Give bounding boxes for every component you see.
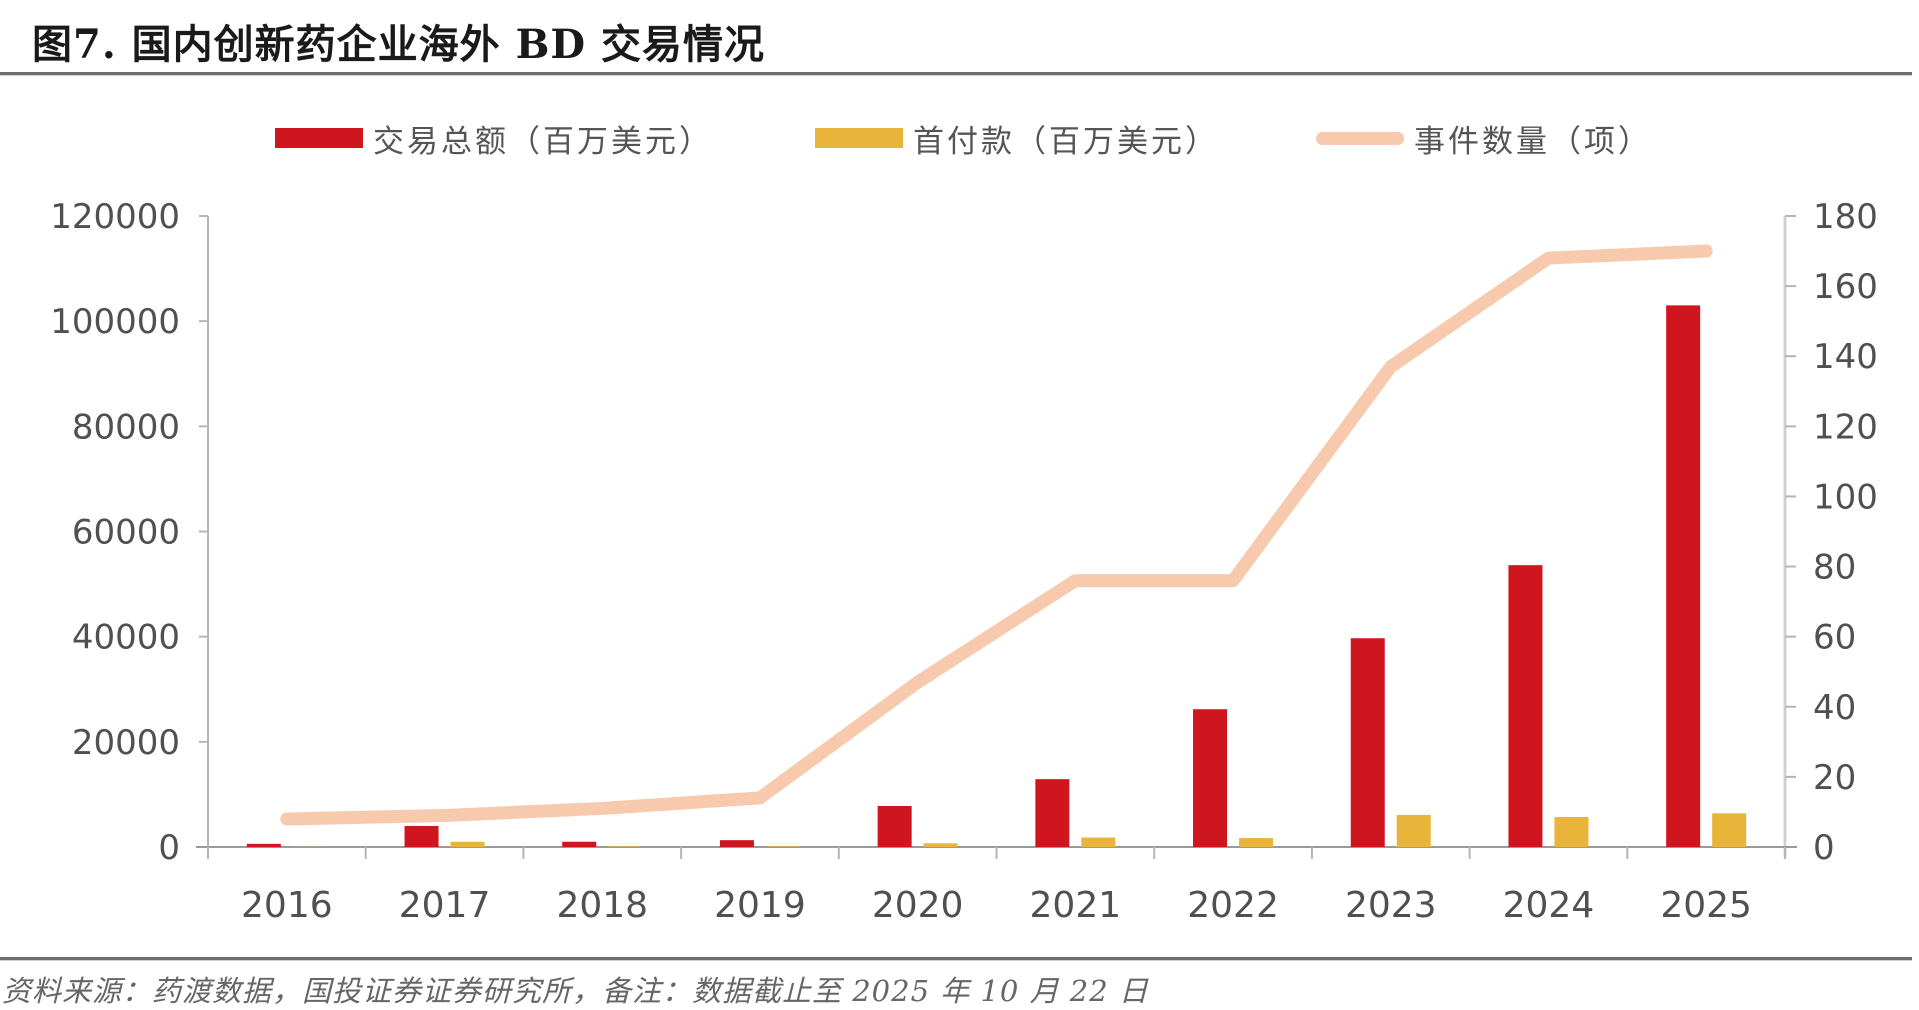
bar-total-amount	[1508, 565, 1542, 847]
x-tick-label: 2020	[872, 885, 964, 926]
y-left-tick-label: 40000	[72, 618, 180, 658]
y-left-tick-label: 120000	[50, 197, 180, 237]
bar-total-amount	[1666, 305, 1700, 847]
bar-upfront-payment	[766, 846, 800, 847]
y-left-tick-label: 80000	[72, 407, 180, 447]
bar-upfront-payment	[608, 846, 642, 847]
bar-total-amount	[1351, 638, 1385, 847]
y-left-tick-label: 100000	[50, 302, 180, 342]
bar-total-amount	[405, 826, 439, 847]
y-right-tick-label: 80	[1813, 548, 1856, 588]
x-tick-label: 2018	[556, 885, 648, 926]
y-left-tick-label: 60000	[72, 513, 180, 553]
bar-upfront-payment	[1397, 815, 1431, 847]
y-right-tick-label: 160	[1813, 267, 1878, 307]
x-tick-label: 2019	[714, 885, 806, 926]
bars-group	[247, 305, 1746, 847]
x-tick-label: 2017	[399, 885, 491, 926]
y-right-tick-label: 0	[1813, 828, 1835, 868]
bar-upfront-payment	[451, 842, 485, 847]
y-left-tick-label: 0	[158, 828, 180, 868]
bar-upfront-payment	[1239, 838, 1273, 847]
y-right-tick-label: 40	[1813, 688, 1856, 728]
bar-total-amount	[878, 806, 912, 847]
y-right-tick-label: 140	[1813, 337, 1878, 377]
bar-upfront-payment	[1554, 817, 1588, 847]
bar-total-amount	[247, 844, 281, 847]
bottom-rule	[0, 957, 1912, 961]
bar-total-amount	[1193, 709, 1227, 847]
y-right-tick-label: 60	[1813, 618, 1856, 658]
x-tick-label: 2022	[1187, 885, 1279, 926]
bar-upfront-payment	[1081, 838, 1115, 847]
bar-total-amount	[1035, 779, 1069, 847]
x-tick-label: 2021	[1030, 885, 1122, 926]
axes-group	[196, 216, 1797, 859]
line-group	[286, 251, 1706, 820]
x-tick-label: 2016	[241, 885, 333, 926]
bar-total-amount	[720, 840, 754, 847]
line-event-count	[287, 251, 1706, 819]
bar-upfront-payment	[1712, 813, 1746, 847]
x-tick-label: 2023	[1345, 885, 1437, 926]
bar-total-amount	[562, 842, 596, 847]
y-left-tick-label: 20000	[72, 723, 180, 763]
y-right-tick-label: 100	[1813, 477, 1878, 517]
y-right-tick-label: 180	[1813, 197, 1878, 237]
x-tick-label: 2025	[1660, 885, 1752, 926]
y-right-tick-label: 20	[1813, 758, 1856, 798]
y-right-tick-label: 120	[1813, 407, 1878, 447]
source-note: 资料来源：药渡数据，国投证券证券研究所，备注：数据截止至 2025 年 10 月…	[2, 968, 1149, 1010]
x-tick-label: 2024	[1503, 885, 1595, 926]
bar-upfront-payment	[924, 843, 958, 847]
